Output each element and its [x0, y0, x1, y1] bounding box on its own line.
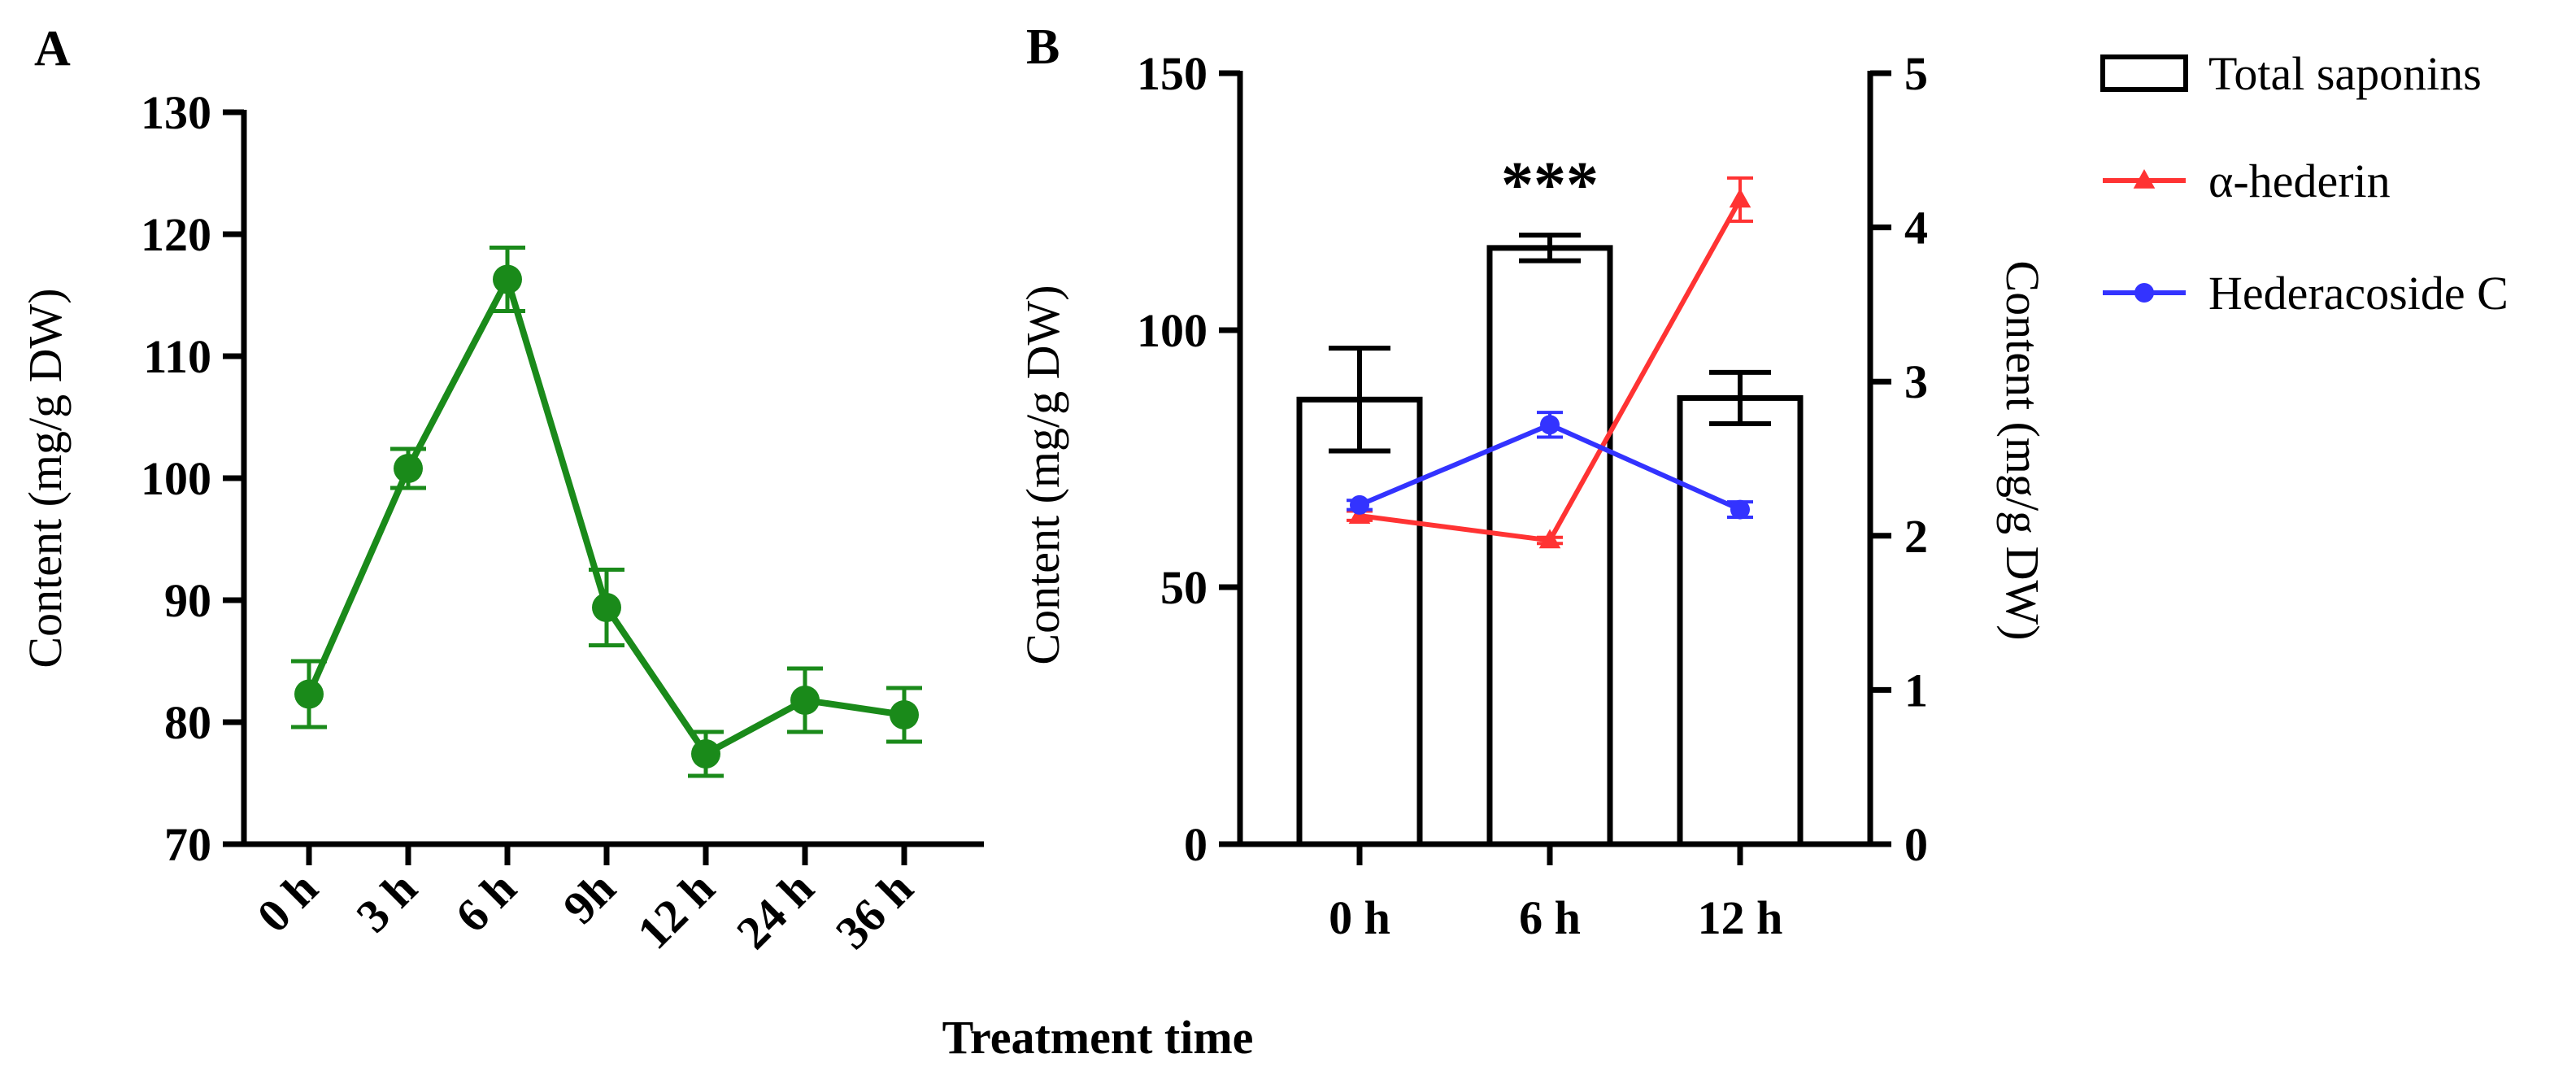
data-point	[1540, 415, 1560, 435]
y-tick-label: 80	[164, 696, 211, 749]
y-tick-label: 90	[164, 574, 211, 627]
y-tick-label: 150	[1137, 47, 1208, 100]
y-tick-label: 100	[141, 452, 211, 505]
legend-swatch-bar	[2100, 54, 2188, 92]
bar	[1296, 396, 1423, 847]
legend-label: Total saponins	[2208, 47, 2482, 100]
x-tick-label: 3 h	[346, 861, 428, 943]
y2-tick-label: 3	[1904, 355, 1928, 408]
legend-label: α-hederin	[2208, 155, 2391, 207]
data-point	[493, 264, 522, 294]
data-point	[1538, 529, 1561, 549]
x-tick-label: 24 h	[726, 861, 824, 959]
y-tick-label: 0	[1184, 818, 1208, 871]
chart-b: 0 50 100 150 0 1 2 3 4 5 0 h 6 h 12 h Content (mg/g D…	[1016, 47, 2049, 944]
x-tick-label: 9h	[553, 861, 625, 934]
data-point	[1729, 188, 1751, 208]
data-point	[691, 739, 720, 769]
y2-tick-label: 1	[1904, 664, 1928, 716]
legend-marker	[2134, 283, 2154, 303]
x-tick-label: 36 h	[825, 861, 923, 959]
x-tick-label: 12 h	[627, 861, 724, 959]
y-tick-label: 50	[1160, 561, 1208, 614]
x-tick-label: 12 h	[1698, 891, 1783, 944]
y-tick-label: 120	[141, 208, 211, 261]
panel-a-label: A	[34, 21, 71, 76]
y-tick-label: 70	[164, 818, 211, 871]
significance-annotation: ***	[1501, 150, 1599, 221]
series-line	[306, 276, 905, 757]
data-point	[1350, 494, 1369, 515]
legend-label: Hederacoside C	[2208, 267, 2509, 320]
data-point	[890, 700, 919, 729]
y-tick-label: 110	[143, 330, 211, 383]
data-point	[790, 686, 820, 715]
bar	[1677, 394, 1804, 847]
x-tick-label: 0 h	[1329, 891, 1390, 944]
data-point	[294, 679, 324, 709]
y-tick-label: 130	[141, 86, 211, 139]
panel-b-label: B	[1026, 20, 1060, 75]
y2-tick-label: 0	[1904, 818, 1928, 871]
data-point	[1730, 499, 1750, 520]
y-axis-title: Content (mg/g DW)	[1016, 285, 1069, 664]
y-tick-label: 100	[1137, 304, 1208, 357]
y2-axis-title: Content (mg/g DW)	[1996, 260, 2049, 640]
data-point	[394, 454, 423, 483]
x-tick-label: 6 h	[446, 861, 527, 943]
y2-tick-label: 5	[1904, 47, 1928, 100]
y-axis-title: Content (mg/g DW)	[19, 288, 72, 668]
x-tick-label: 0 h	[247, 861, 329, 943]
x-tick-label: 6 h	[1519, 891, 1581, 944]
legend: Total saponins α-hederin Hederacoside C	[2100, 47, 2509, 320]
y2-tick-label: 2	[1904, 510, 1928, 563]
x-axis-title: Treatment time	[942, 1011, 1254, 1064]
y2-tick-label: 4	[1904, 202, 1928, 255]
data-point	[592, 593, 621, 622]
legend-marker	[2133, 169, 2156, 189]
